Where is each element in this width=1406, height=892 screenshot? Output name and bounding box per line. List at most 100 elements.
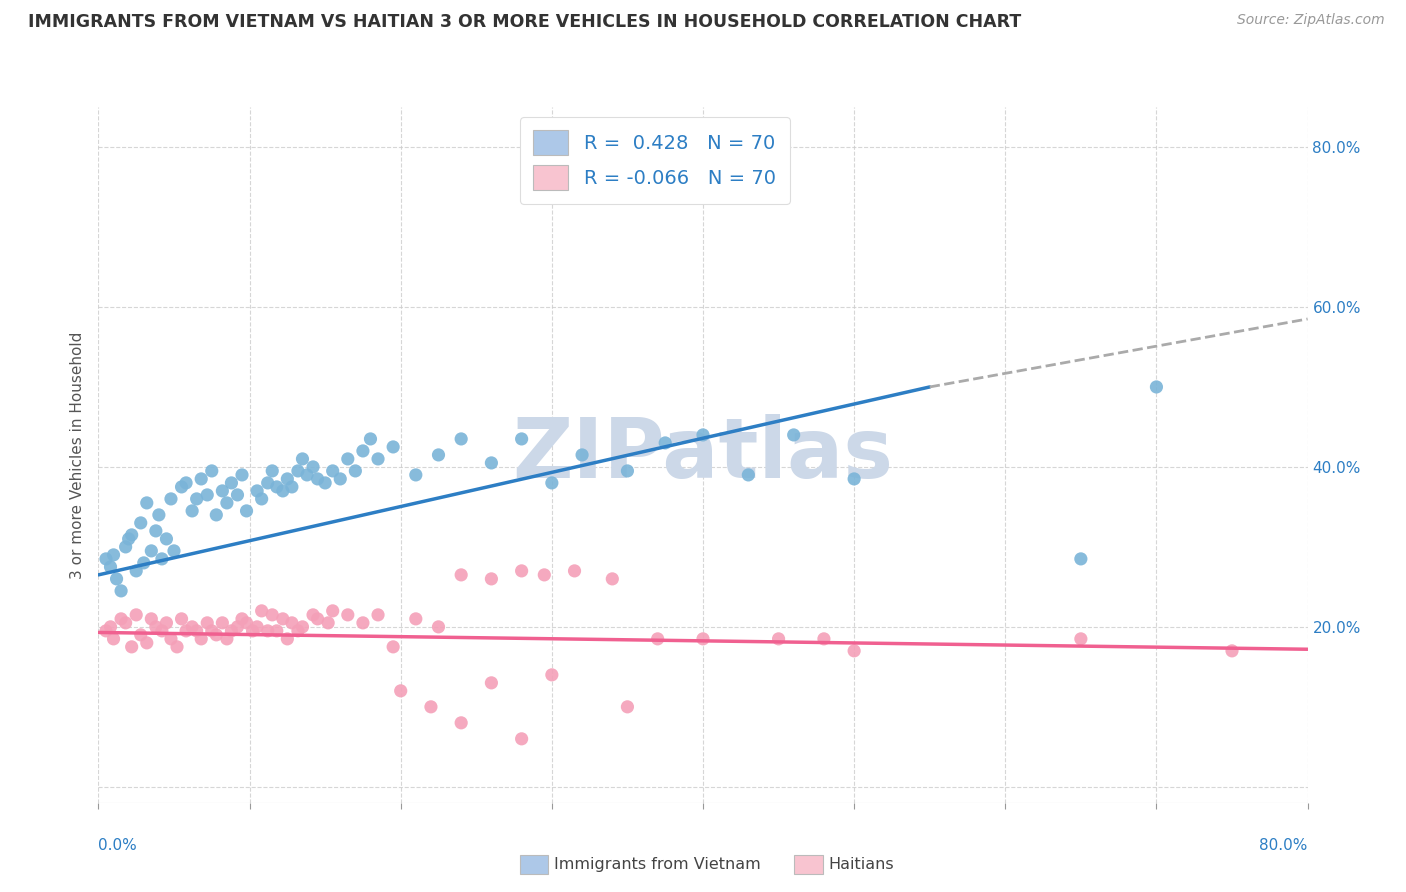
- Point: [571, 448, 593, 462]
- Point: [287, 464, 309, 478]
- Point: [105, 572, 128, 586]
- Point: [844, 472, 866, 486]
- Point: [121, 528, 143, 542]
- Point: [367, 451, 389, 466]
- Point: [121, 640, 143, 654]
- Point: [166, 640, 188, 654]
- Point: [100, 560, 122, 574]
- Point: [654, 436, 676, 450]
- Point: [540, 475, 562, 490]
- Point: [250, 491, 273, 506]
- Point: [533, 567, 555, 582]
- Point: [215, 496, 238, 510]
- Point: [271, 612, 294, 626]
- Point: [110, 612, 132, 626]
- Point: [367, 607, 389, 622]
- Point: [211, 615, 233, 630]
- Point: [155, 615, 177, 630]
- Point: [360, 432, 382, 446]
- Text: Immigrants from Vietnam: Immigrants from Vietnam: [554, 857, 761, 871]
- Text: 80.0%: 80.0%: [1260, 838, 1308, 854]
- Point: [302, 459, 325, 474]
- Point: [616, 464, 638, 478]
- Point: [221, 475, 243, 490]
- Point: [844, 644, 866, 658]
- Point: [94, 552, 117, 566]
- Point: [94, 624, 117, 638]
- Point: [405, 467, 427, 482]
- Point: [336, 607, 359, 622]
- Point: [768, 632, 790, 646]
- Point: [307, 612, 329, 626]
- Point: [782, 428, 804, 442]
- Point: [174, 475, 197, 490]
- Point: [141, 612, 163, 626]
- Point: [170, 612, 193, 626]
- Point: [262, 607, 284, 622]
- Point: [170, 480, 193, 494]
- Point: [450, 432, 472, 446]
- Text: 0.0%: 0.0%: [98, 838, 138, 854]
- Point: [336, 451, 359, 466]
- Point: [405, 612, 427, 626]
- Point: [616, 699, 638, 714]
- Point: [135, 636, 157, 650]
- Point: [235, 504, 257, 518]
- Point: [205, 628, 228, 642]
- Point: [195, 488, 218, 502]
- Point: [322, 604, 344, 618]
- Point: [692, 632, 714, 646]
- Text: ZIPatlas: ZIPatlas: [513, 415, 893, 495]
- Point: [322, 464, 344, 478]
- Point: [201, 464, 224, 478]
- Point: [221, 624, 243, 638]
- Point: [250, 604, 273, 618]
- Point: [1070, 552, 1092, 566]
- Point: [150, 552, 173, 566]
- Point: [419, 699, 441, 714]
- Point: [148, 508, 170, 522]
- Point: [160, 632, 183, 646]
- Point: [302, 607, 325, 622]
- Point: [450, 567, 472, 582]
- Point: [602, 572, 624, 586]
- Point: [1220, 644, 1243, 658]
- Point: [132, 556, 155, 570]
- Point: [1144, 380, 1167, 394]
- Point: [246, 483, 269, 498]
- Point: [235, 615, 257, 630]
- Point: [1070, 632, 1092, 646]
- Point: [287, 624, 309, 638]
- Point: [316, 615, 339, 630]
- Point: [190, 472, 212, 486]
- Point: [211, 483, 233, 498]
- Point: [231, 612, 253, 626]
- Point: [737, 467, 759, 482]
- Point: [181, 620, 204, 634]
- Point: [281, 480, 304, 494]
- Point: [382, 640, 405, 654]
- Point: [510, 564, 533, 578]
- Point: [266, 624, 288, 638]
- Point: [389, 683, 412, 698]
- Point: [242, 624, 264, 638]
- Point: [481, 676, 503, 690]
- Point: [118, 532, 141, 546]
- Point: [181, 504, 204, 518]
- Text: Haitians: Haitians: [828, 857, 894, 871]
- Point: [114, 615, 136, 630]
- Point: [352, 444, 374, 458]
- Point: [427, 448, 450, 462]
- Point: [129, 628, 152, 642]
- Point: [276, 632, 298, 646]
- Y-axis label: 3 or more Vehicles in Household: 3 or more Vehicles in Household: [69, 331, 84, 579]
- Point: [231, 467, 253, 482]
- Point: [145, 620, 167, 634]
- Point: [125, 564, 148, 578]
- Point: [647, 632, 669, 646]
- Point: [110, 583, 132, 598]
- Point: [190, 632, 212, 646]
- Point: [352, 615, 374, 630]
- Point: [276, 472, 298, 486]
- Point: [692, 428, 714, 442]
